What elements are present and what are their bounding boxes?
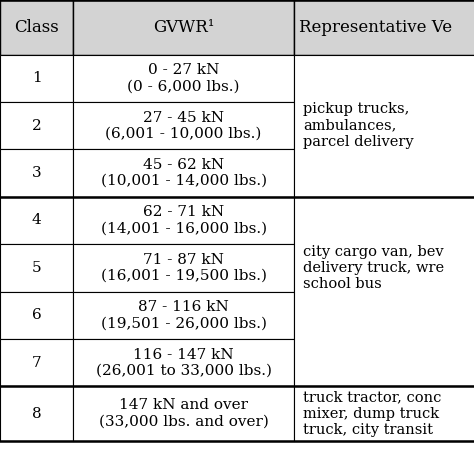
Text: 3: 3 (32, 166, 42, 180)
Bar (0, 244, 73, 292)
Bar (73, 292, 294, 339)
Bar (73, 102, 294, 149)
Text: 62 - 71 kN
(14,001 - 16,000 lbs.): 62 - 71 kN (14,001 - 16,000 lbs.) (100, 205, 267, 236)
Text: 147 kN and over
(33,000 lbs. and over): 147 kN and over (33,000 lbs. and over) (99, 399, 269, 428)
Text: 8: 8 (32, 407, 42, 420)
Text: 6: 6 (32, 308, 42, 322)
Bar (73, 149, 294, 197)
Bar (73, 339, 294, 386)
Bar (0, 149, 73, 197)
Bar (294, 0, 474, 55)
Bar (0, 197, 73, 244)
Text: 45 - 62 kN
(10,001 - 14,000 lbs.): 45 - 62 kN (10,001 - 14,000 lbs.) (100, 158, 267, 188)
Text: Class: Class (14, 19, 59, 36)
Text: Representative Ve: Representative Ve (299, 19, 452, 36)
Text: 5: 5 (32, 261, 42, 275)
Bar (73, 0, 294, 55)
Bar (294, 386, 474, 441)
Bar (294, 55, 474, 197)
Text: city cargo van, bev
delivery truck, wre
school bus: city cargo van, bev delivery truck, wre … (303, 245, 445, 291)
Bar (294, 197, 474, 386)
Text: 1: 1 (32, 71, 42, 85)
Bar (0, 102, 73, 149)
Text: 87 - 116 kN
(19,501 - 26,000 lbs.): 87 - 116 kN (19,501 - 26,000 lbs.) (100, 300, 267, 330)
Text: 2: 2 (32, 118, 42, 133)
Text: truck tractor, conc
mixer, dump truck
truck, city transit: truck tractor, conc mixer, dump truck tr… (303, 391, 442, 437)
Bar (0, 0, 73, 55)
Text: GVWR¹: GVWR¹ (153, 19, 214, 36)
Text: 4: 4 (32, 213, 42, 228)
Text: 7: 7 (32, 356, 42, 370)
Text: pickup trucks,
ambulances,
parcel delivery: pickup trucks, ambulances, parcel delive… (303, 102, 414, 149)
Bar (73, 386, 294, 441)
Bar (73, 197, 294, 244)
Bar (0, 292, 73, 339)
Bar (73, 55, 294, 102)
Text: 71 - 87 kN
(16,001 - 19,500 lbs.): 71 - 87 kN (16,001 - 19,500 lbs.) (100, 253, 267, 283)
Bar (0, 386, 73, 441)
Bar (0, 339, 73, 386)
Text: 0 - 27 kN
(0 - 6,000 lbs.): 0 - 27 kN (0 - 6,000 lbs.) (128, 63, 240, 93)
Text: 27 - 45 kN
(6,001 - 10,000 lbs.): 27 - 45 kN (6,001 - 10,000 lbs.) (106, 110, 262, 141)
Text: 116 - 147 kN
(26,001 to 33,000 lbs.): 116 - 147 kN (26,001 to 33,000 lbs.) (96, 347, 272, 378)
Bar (73, 244, 294, 292)
Bar (0, 55, 73, 102)
